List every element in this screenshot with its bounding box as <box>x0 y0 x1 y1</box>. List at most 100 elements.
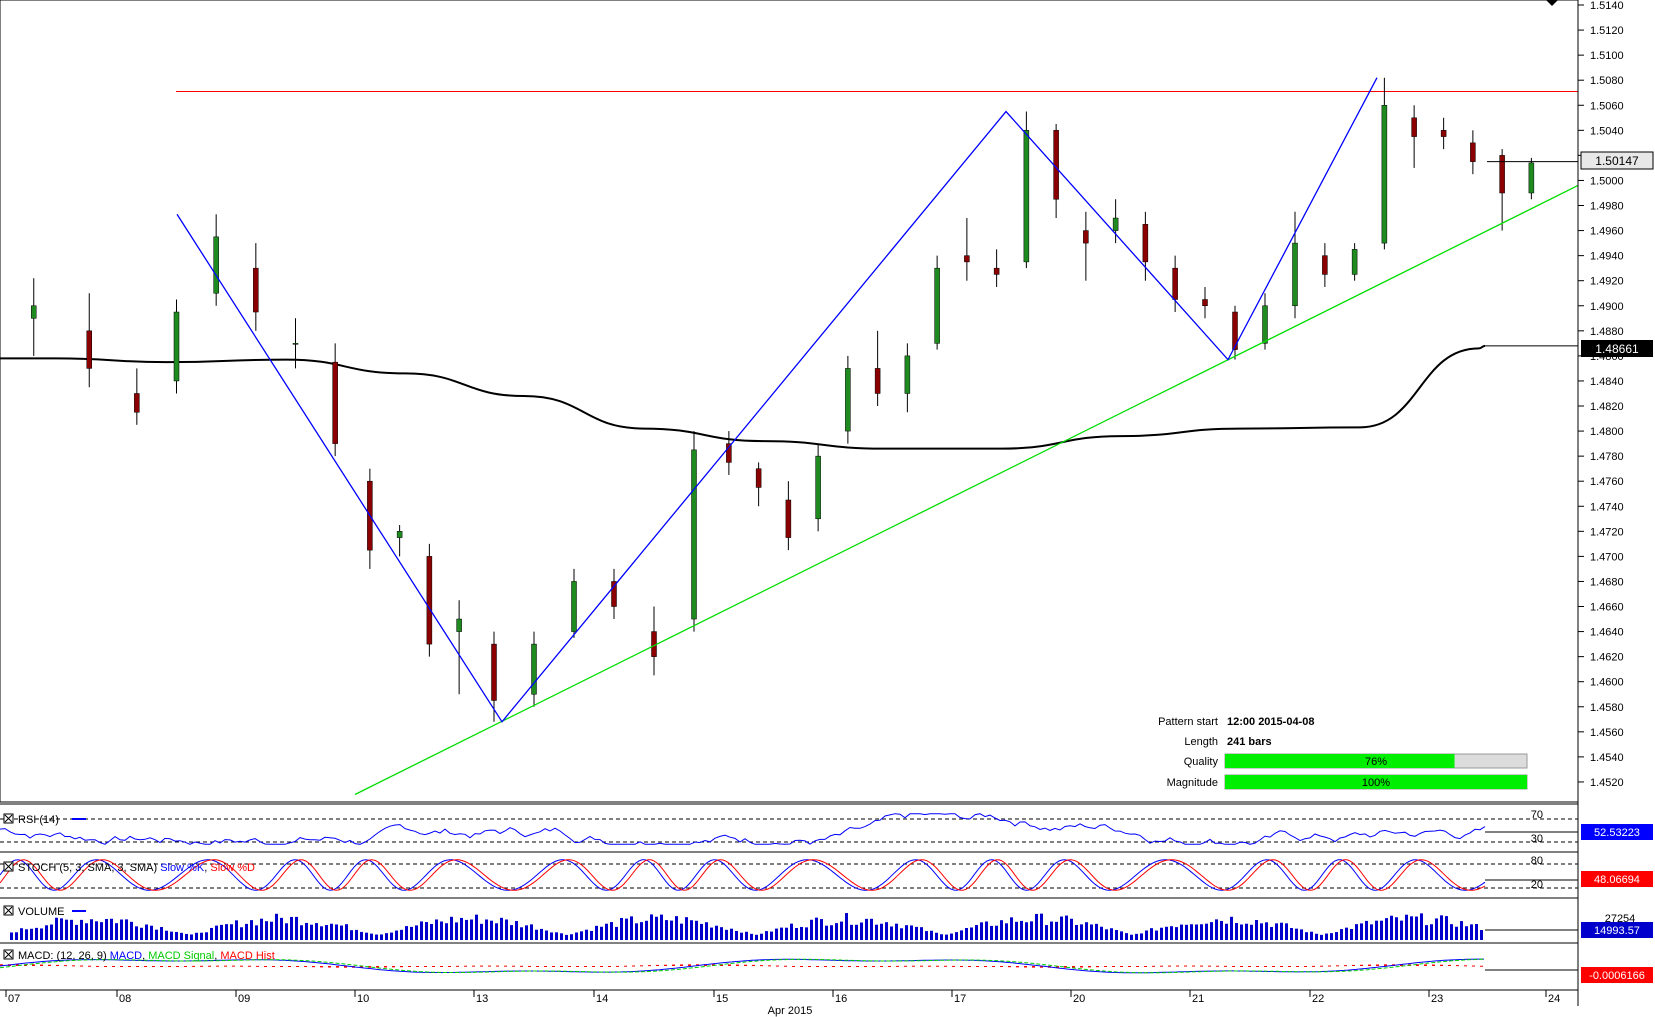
macd-hist-bar <box>832 966 835 967</box>
day-tick-label: 13 <box>476 993 488 1005</box>
price-tick-label: 1.4620 <box>1590 652 1624 664</box>
volume-bar <box>970 927 973 940</box>
volume-bar <box>135 926 138 940</box>
macd-hist-bar <box>144 966 147 967</box>
macd-hist-bar <box>1376 964 1379 966</box>
macd-hist-bar <box>80 965 83 967</box>
volume-bar <box>1425 925 1428 940</box>
macd-hist-bar <box>472 965 475 967</box>
macd-hist-bar <box>1456 965 1459 967</box>
volume-bar <box>625 918 628 940</box>
volume-bar <box>685 917 688 940</box>
macd-hist-bar <box>928 965 931 967</box>
volume-bar <box>1285 923 1288 940</box>
macd-hist-bar <box>1424 964 1427 966</box>
volume-bar <box>1045 925 1048 940</box>
volume-bar <box>295 916 298 940</box>
price-tick-label: 1.4960 <box>1590 226 1624 238</box>
macd-hist-bar <box>560 966 563 967</box>
candle-body <box>726 443 732 463</box>
volume-bar <box>380 934 383 940</box>
volume-bar <box>1475 924 1478 940</box>
volume-bar <box>775 928 778 940</box>
macd-hist-bar <box>752 964 755 966</box>
macd-hist-bar <box>680 964 683 966</box>
volume-bar <box>1255 919 1258 940</box>
candle-body <box>1292 242 1298 307</box>
volume-bar <box>895 923 898 940</box>
volume-bar <box>835 923 838 940</box>
macd-hist-bar <box>584 966 587 967</box>
volume-bar <box>905 925 908 940</box>
volume-bar <box>575 932 578 940</box>
volume-bar <box>755 934 758 940</box>
volume-bar <box>35 927 38 940</box>
volume-bar <box>730 928 733 940</box>
volume-bar <box>760 933 763 940</box>
volume-bar <box>120 919 123 940</box>
volume-bar <box>170 931 173 940</box>
volume-bar <box>805 927 808 940</box>
volume-bar <box>415 925 418 940</box>
volume-bar <box>660 914 663 940</box>
macd-hist-bar <box>1472 965 1475 967</box>
indicator-panels <box>0 803 1578 991</box>
macd-hist-bar <box>1360 964 1363 966</box>
volume-bar <box>1380 920 1383 940</box>
month-label: Apr 2015 <box>768 1005 813 1017</box>
price-tick-label: 1.5100 <box>1590 50 1624 62</box>
volume-bar <box>435 919 438 940</box>
volume-bar <box>195 932 198 940</box>
candle-body <box>1083 230 1089 244</box>
ma-price-label: 1.48661 <box>1595 342 1639 356</box>
macd-hist-bar <box>432 966 435 967</box>
macd-hist-bar <box>1288 966 1291 967</box>
macd-hist-bar <box>1104 966 1107 967</box>
volume-bar <box>1395 917 1398 940</box>
macd-hist-bar <box>656 964 659 966</box>
macd-hist-bar <box>776 965 779 967</box>
macd-hist-bar <box>984 966 987 967</box>
volume-bar <box>1430 924 1433 940</box>
macd-hist-bar <box>744 964 747 966</box>
volume-bar <box>595 925 598 940</box>
candle-body <box>1202 299 1208 307</box>
volume-bar <box>1230 916 1233 940</box>
macd-hist-bar <box>200 965 203 967</box>
macd-hist-bar <box>616 965 619 967</box>
volume-bar <box>765 931 768 940</box>
volume-bar <box>310 924 313 940</box>
macd-hist-bar <box>280 966 283 967</box>
volume-bar <box>1280 922 1283 940</box>
volume-bar <box>1480 929 1483 940</box>
volume-bar <box>515 921 518 940</box>
volume-bar <box>935 932 938 940</box>
volume-bar <box>1455 926 1458 940</box>
volume-bar <box>385 933 388 940</box>
scroll-arrow-icon[interactable] <box>1546 0 1558 6</box>
macd-hist-bar <box>1400 964 1403 966</box>
volume-bar <box>855 924 858 940</box>
volume-bar <box>1245 923 1248 940</box>
candle-body <box>1262 305 1268 344</box>
macd-hist-bar <box>608 966 611 967</box>
macd-hist-bar <box>1328 965 1331 967</box>
macd-hist-bar <box>952 965 955 967</box>
volume-bar <box>110 918 113 940</box>
candle-body <box>213 236 219 294</box>
volume-bar <box>810 919 813 940</box>
volume-bar <box>1160 927 1163 940</box>
volume-bar <box>100 922 103 940</box>
volume-bar <box>915 926 918 940</box>
volume-bar <box>390 932 393 940</box>
macd-hist-bar <box>1448 964 1451 966</box>
macd-hist-bar <box>824 966 827 967</box>
volume-bar <box>1260 923 1263 940</box>
volume-bar <box>860 922 863 940</box>
volume-bar <box>30 928 33 940</box>
length-value: 241 bars <box>1227 736 1272 748</box>
volume-bar <box>1390 915 1393 940</box>
volume-bar <box>340 925 343 940</box>
macd-hist-bar <box>648 965 651 967</box>
volume-bar <box>590 930 593 940</box>
